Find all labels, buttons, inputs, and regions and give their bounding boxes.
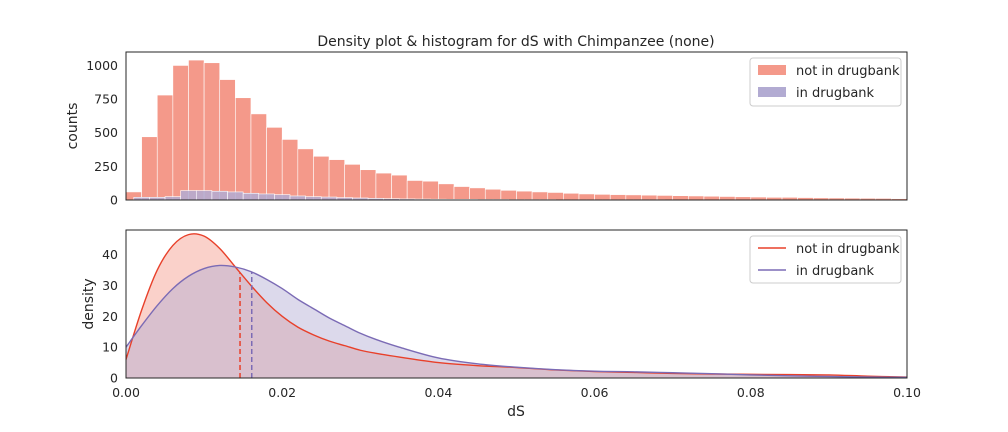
- bar-in-drugbank-8: [258, 193, 275, 201]
- bar-not-in-drugbank-16: [375, 172, 392, 201]
- bar-not-in-drugbank-36: [688, 195, 705, 201]
- histogram-bars: [125, 59, 908, 201]
- legend-label-not-in-drugbank: not in drugbank: [796, 64, 900, 79]
- bar-not-in-drugbank-13: [328, 159, 345, 201]
- bar-in-drugbank-10: [289, 195, 306, 201]
- density-y-tick-4: 40: [102, 247, 118, 262]
- histogram-y-label: counts: [65, 103, 81, 150]
- legend-swatch-not-in-drugbank: [758, 65, 786, 75]
- bar-in-drugbank-3: [180, 190, 197, 201]
- bar-not-in-drugbank-9: [266, 127, 283, 201]
- histogram-y-tick-2: 500: [94, 125, 118, 140]
- density-y-tick-0: 0: [110, 371, 118, 386]
- bar-not-in-drugbank-25: [516, 190, 533, 201]
- bar-in-drugbank-2: [164, 196, 181, 201]
- bar-not-in-drugbank-4: [188, 59, 205, 201]
- bar-not-in-drugbank-20: [438, 183, 455, 201]
- bar-in-drugbank-5: [211, 190, 228, 201]
- density-panel: 0 10 20 30 40 0.00 0.02 0.04 0.06 0.08 0.10 densi…: [81, 229, 921, 420]
- bar-in-drugbank-7: [242, 192, 260, 201]
- bar-not-in-drugbank-35: [672, 195, 689, 201]
- density-x-tick-5: 0.10: [893, 385, 921, 400]
- bar-not-in-drugbank-31: [609, 194, 627, 201]
- histogram-y-tick-4: 1000: [86, 58, 118, 73]
- bar-not-in-drugbank-24: [500, 190, 517, 201]
- bar-not-in-drugbank-26: [531, 191, 549, 201]
- area-not-in-drugbank: [126, 233, 907, 378]
- bar-not-in-drugbank-2: [156, 94, 174, 201]
- bar-not-in-drugbank-32: [625, 194, 642, 201]
- density-areas: [125, 233, 908, 379]
- bar-not-in-drugbank-37: [703, 195, 720, 201]
- curve-in-drugbank: [125, 264, 908, 379]
- bar-not-in-drugbank-21: [453, 186, 470, 201]
- density-x-tick-1: 0.02: [268, 385, 296, 400]
- legend-label-not-in-drugbank-density: not in drugbank: [796, 242, 900, 257]
- bar-not-in-drugbank-8: [250, 113, 267, 201]
- density-x-tick-2: 0.04: [424, 385, 452, 400]
- density-legend-box: [749, 235, 902, 284]
- bar-not-in-drugbank-14: [344, 164, 361, 201]
- density-x-ticks: 0.00 0.02 0.04 0.06 0.08 0.10: [112, 385, 921, 400]
- bar-not-in-drugbank-33: [641, 194, 658, 201]
- bar-not-in-drugbank-18: [406, 180, 424, 201]
- bar-in-drugbank-6: [227, 191, 244, 201]
- density-y-tick-3: 30: [102, 278, 118, 293]
- bar-not-in-drugbank-19: [422, 180, 439, 201]
- area-in-drugbank: [126, 265, 907, 378]
- histogram-legend-box: [749, 57, 902, 107]
- bar-not-in-drugbank-30: [594, 194, 611, 201]
- bar-not-in-drugbank-11: [297, 148, 314, 201]
- density-y-tick-1: 10: [102, 340, 118, 355]
- density-y-ticks: 0 10 20 30 40: [102, 247, 118, 385]
- histogram-panel: Density plot & histogram for dS with Chi…: [65, 34, 908, 208]
- bar-not-in-drugbank-10: [281, 139, 299, 201]
- density-legend: not in drugbank in drugbank: [749, 235, 902, 284]
- bar-not-in-drugbank-5: [203, 62, 221, 201]
- density-y-tick-2: 20: [102, 309, 118, 324]
- legend-label-in-drugbank: in drugbank: [796, 86, 875, 101]
- bar-not-in-drugbank-1: [141, 136, 158, 201]
- histogram-y-tick-0: 0: [110, 193, 118, 208]
- bar-not-in-drugbank-34: [656, 195, 674, 201]
- bar-in-drugbank-9: [274, 194, 291, 201]
- bar-not-in-drugbank-7: [235, 97, 252, 201]
- density-frame: [125, 229, 908, 379]
- bar-not-in-drugbank-6: [219, 79, 236, 201]
- bar-not-in-drugbank-17: [391, 174, 408, 201]
- histogram-legend: not in drugbank in drugbank: [749, 57, 902, 107]
- bar-not-in-drugbank-28: [563, 192, 580, 201]
- histogram-y-tick-1: 250: [94, 159, 118, 174]
- bar-not-in-drugbank-3: [172, 65, 189, 201]
- bar-not-in-drugbank-15: [359, 169, 377, 201]
- chart-title: Density plot & histogram for dS with Chi…: [317, 34, 714, 50]
- series-not-in-drugbank: [125, 59, 908, 201]
- bar-not-in-drugbank-23: [484, 188, 502, 201]
- histogram-frame: [125, 51, 908, 201]
- density-x-tick-0: 0.00: [112, 385, 140, 400]
- bar-in-drugbank-11: [305, 196, 322, 201]
- bar-not-in-drugbank-27: [547, 192, 564, 201]
- bar-not-in-drugbank-38: [719, 196, 736, 201]
- legend-swatch-in-drugbank: [758, 87, 786, 97]
- legend-label-in-drugbank-density: in drugbank: [796, 264, 875, 279]
- density-y-label: density: [81, 278, 97, 329]
- density-x-label: dS: [507, 404, 525, 420]
- bar-not-in-drugbank-22: [469, 187, 486, 201]
- density-x-tick-4: 0.08: [737, 385, 765, 400]
- density-x-tick-3: 0.06: [581, 385, 609, 400]
- bar-not-in-drugbank-12: [313, 155, 330, 201]
- bar-in-drugbank-4: [195, 190, 213, 201]
- histogram-y-ticks: 0 250 500 750 1000: [86, 58, 118, 208]
- bar-not-in-drugbank-29: [578, 193, 595, 201]
- histogram-y-tick-3: 750: [94, 92, 118, 107]
